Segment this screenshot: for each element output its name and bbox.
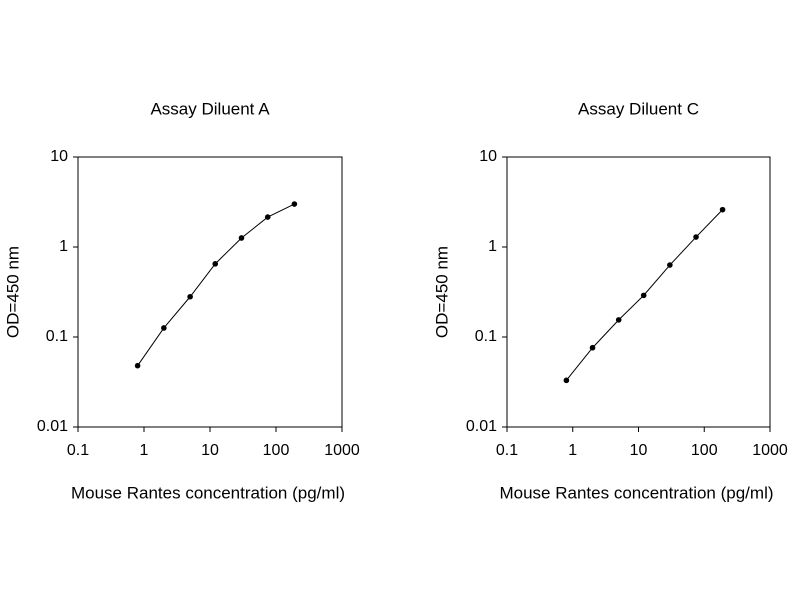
data-point <box>134 362 141 369</box>
y-tick-label: 0.1 <box>475 328 497 345</box>
y-tick-label: 1 <box>59 238 68 255</box>
data-line <box>137 203 295 366</box>
data-point <box>161 325 167 331</box>
data-point <box>291 201 298 207</box>
plot-frame <box>77 156 343 428</box>
x-axis-label: Mouse Rantes concentration (pg/ml) <box>499 483 773 502</box>
y-tick-label: 10 <box>479 148 497 165</box>
data-point <box>238 235 245 241</box>
x-tick-label: 10 <box>630 442 648 459</box>
x-tick-label: 100 <box>691 442 718 459</box>
y-tick-label: 0.01 <box>466 418 497 435</box>
chart-title: Assay Diluent C <box>578 99 699 118</box>
data-point <box>667 262 673 268</box>
data-point <box>589 344 596 351</box>
x-tick-label: 0.1 <box>67 442 89 459</box>
data-point <box>187 293 193 300</box>
data-point <box>640 292 647 299</box>
plot-frame <box>506 156 771 428</box>
data-point <box>693 234 699 240</box>
x-tick-label: 100 <box>263 442 290 459</box>
data-point <box>563 377 570 384</box>
data-point <box>264 214 271 220</box>
y-axis-label: OD=450 nm <box>432 246 451 338</box>
y-tick-label: 10 <box>50 148 68 165</box>
data-point <box>615 317 622 323</box>
data-point <box>719 206 726 213</box>
chart-title: Assay Diluent A <box>150 99 270 118</box>
x-tick-label: 1000 <box>324 442 360 459</box>
x-tick-label: 1 <box>140 442 149 459</box>
y-axis-label: OD=450 nm <box>3 246 22 338</box>
y-tick-label: 0.1 <box>46 328 68 345</box>
x-tick-label: 1000 <box>752 442 788 459</box>
x-axis-label: Mouse Rantes concentration (pg/ml) <box>71 483 345 502</box>
y-tick-label: 1 <box>488 238 497 255</box>
x-tick-label: 1 <box>568 442 577 459</box>
data-point <box>212 261 219 267</box>
x-tick-label: 10 <box>201 442 219 459</box>
x-tick-label: 0.1 <box>496 442 518 459</box>
y-tick-label: 0.01 <box>37 418 68 435</box>
